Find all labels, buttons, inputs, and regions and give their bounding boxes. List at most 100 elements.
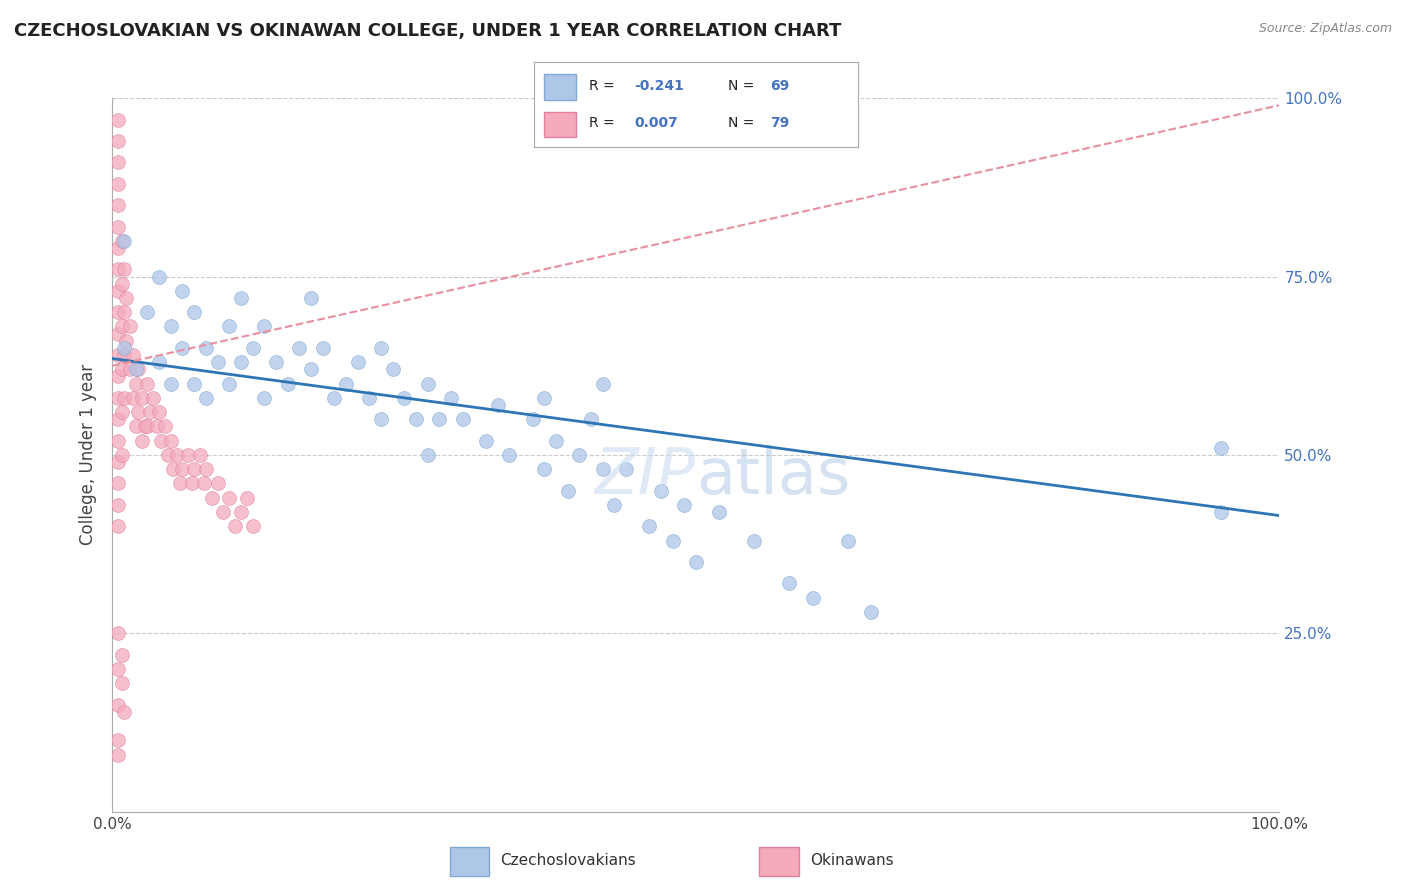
Point: [557, 483, 579, 498]
Point: [107, 747, 129, 762]
Point: [229, 505, 252, 519]
Point: [242, 519, 264, 533]
Point: [346, 355, 368, 369]
Point: [107, 369, 129, 384]
Point: [107, 498, 129, 512]
Point: [673, 498, 696, 512]
Point: [111, 234, 134, 248]
Point: [177, 448, 200, 462]
Point: [193, 476, 215, 491]
Point: [837, 533, 859, 548]
Point: [107, 434, 129, 448]
Point: [194, 462, 217, 476]
FancyBboxPatch shape: [544, 112, 576, 137]
Point: [603, 498, 626, 512]
Y-axis label: College, Under 1 year: College, Under 1 year: [79, 364, 97, 546]
Point: [592, 462, 614, 476]
Point: [859, 605, 883, 619]
Point: [112, 391, 135, 405]
Point: [709, 505, 731, 519]
Text: N =: N =: [728, 79, 755, 93]
Point: [122, 348, 145, 362]
Point: [201, 491, 224, 505]
Point: [142, 391, 165, 405]
Point: [1209, 441, 1232, 455]
Point: [427, 412, 450, 426]
Point: [392, 391, 416, 405]
Point: [299, 291, 322, 305]
Point: [1209, 505, 1232, 519]
Point: [115, 291, 138, 305]
Point: [264, 355, 287, 369]
Point: [125, 376, 148, 391]
Point: [183, 462, 205, 476]
Point: [107, 733, 129, 747]
Point: [207, 476, 229, 491]
Point: [218, 491, 240, 505]
Point: [160, 376, 183, 391]
Point: [172, 462, 194, 476]
Point: [107, 698, 129, 712]
Point: [162, 462, 184, 476]
Point: [172, 284, 194, 298]
Point: [112, 305, 135, 319]
Point: [299, 362, 322, 376]
Point: [638, 519, 661, 533]
Point: [416, 376, 439, 391]
Point: [440, 391, 463, 405]
Text: N =: N =: [728, 117, 755, 130]
Point: [107, 412, 129, 426]
Point: [801, 591, 824, 605]
Point: [568, 448, 591, 462]
Text: 79: 79: [770, 117, 790, 130]
Point: [253, 391, 276, 405]
Point: [107, 626, 129, 640]
Point: [188, 448, 211, 462]
Point: [207, 355, 229, 369]
Point: [335, 376, 357, 391]
Point: [183, 376, 205, 391]
Point: [111, 676, 134, 690]
Point: [107, 134, 129, 148]
Text: CZECHOSLOVAKIAN VS OKINAWAN COLLEGE, UNDER 1 YEAR CORRELATION CHART: CZECHOSLOVAKIAN VS OKINAWAN COLLEGE, UND…: [14, 22, 841, 40]
Point: [127, 405, 149, 419]
Point: [136, 305, 159, 319]
Point: [125, 419, 148, 434]
Point: [107, 391, 129, 405]
Point: [169, 476, 191, 491]
Point: [115, 334, 138, 348]
Point: [111, 448, 134, 462]
Point: [253, 319, 276, 334]
Point: [311, 341, 333, 355]
Point: [118, 319, 141, 334]
Text: atlas: atlas: [696, 445, 851, 508]
Point: [148, 355, 170, 369]
Point: [107, 219, 129, 234]
Point: [778, 576, 800, 591]
Point: [685, 555, 707, 569]
Point: [288, 341, 311, 355]
Point: [107, 326, 129, 341]
Text: R =: R =: [589, 79, 614, 93]
Point: [592, 376, 614, 391]
Point: [451, 412, 474, 426]
Point: [122, 391, 145, 405]
Point: [107, 662, 129, 676]
Point: [107, 112, 129, 127]
FancyBboxPatch shape: [759, 847, 799, 876]
Point: [242, 341, 264, 355]
Point: [370, 341, 392, 355]
Text: ZIP: ZIP: [595, 445, 696, 508]
Point: [498, 448, 520, 462]
Point: [111, 648, 134, 662]
Point: [661, 533, 683, 548]
Point: [381, 362, 404, 376]
Point: [157, 448, 180, 462]
Text: R =: R =: [589, 117, 614, 130]
Point: [160, 434, 183, 448]
Text: Czechoslovakians: Czechoslovakians: [501, 854, 637, 868]
Point: [111, 319, 134, 334]
Point: [172, 341, 194, 355]
Text: 69: 69: [770, 79, 790, 93]
Point: [614, 462, 637, 476]
